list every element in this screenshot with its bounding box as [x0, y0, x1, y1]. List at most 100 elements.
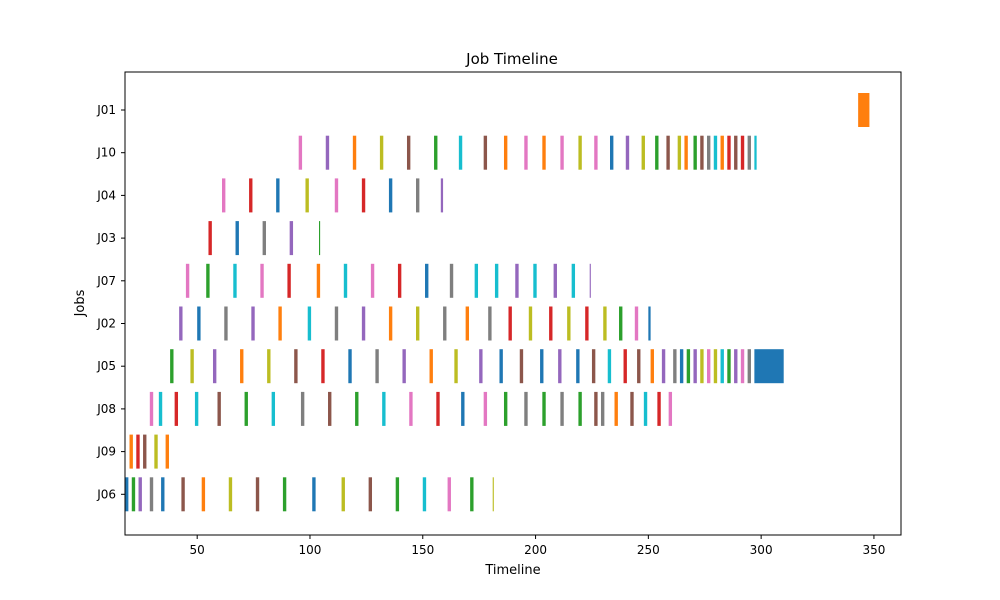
task-bar-j05	[321, 349, 325, 384]
task-bar-j05	[479, 349, 483, 384]
task-bar-j10	[666, 135, 670, 170]
task-bar-j02	[334, 306, 339, 341]
task-bar-j10	[754, 135, 757, 170]
task-bar-j08	[643, 391, 648, 426]
task-bar-j06	[368, 477, 373, 512]
task-bar-j09	[143, 434, 147, 469]
task-bar-j05	[212, 349, 217, 384]
task-bar-j07	[233, 263, 237, 298]
task-bar-j02	[465, 306, 470, 341]
task-bar-j04	[334, 178, 339, 213]
task-bar-j10	[677, 135, 682, 170]
task-bar-j06	[131, 477, 136, 512]
task-bar-j05	[294, 349, 298, 384]
task-bar-j05	[402, 349, 406, 384]
task-bar-j02	[648, 306, 651, 341]
task-bar-j06	[282, 477, 287, 512]
task-bar-j10	[325, 135, 330, 170]
task-bar-j07	[287, 263, 291, 298]
task-bar-j03	[262, 221, 266, 256]
task-bar-j02	[488, 306, 492, 341]
task-bar-j05	[519, 349, 524, 384]
task-bar-j08	[158, 391, 163, 426]
task-bar-j04	[361, 178, 366, 213]
task-bar-j04	[416, 178, 420, 213]
task-bar-j09	[154, 434, 158, 469]
task-bar-j02	[634, 306, 639, 341]
task-bar-j08	[355, 391, 359, 426]
task-bar-j07	[515, 263, 519, 298]
task-bar-j05	[375, 349, 379, 384]
task-bar-j05	[540, 349, 544, 384]
task-bar-j07	[343, 263, 348, 298]
task-bar-j04	[249, 178, 253, 213]
task-bar-j10	[655, 135, 659, 170]
task-bar-j07	[185, 263, 190, 298]
task-bar-j07	[206, 263, 210, 298]
task-bar-j10	[578, 135, 582, 170]
task-bar-j10	[560, 135, 564, 170]
y-tick-label-j07: J07	[96, 274, 116, 288]
task-bar-j02	[361, 306, 366, 341]
task-bar-j06	[149, 477, 154, 512]
task-bar-j10	[727, 135, 731, 170]
task-bar-j07	[474, 263, 479, 298]
task-bar-j10	[740, 135, 745, 170]
task-bar-j08	[503, 391, 508, 426]
task-bar-j10	[625, 135, 630, 170]
task-bar-j08	[300, 391, 305, 426]
task-bar-j02	[567, 306, 571, 341]
task-bar-j06	[125, 477, 129, 512]
task-bar-j08	[524, 391, 528, 426]
task-bar-j08	[271, 391, 276, 426]
x-tick-label: 250	[637, 543, 660, 557]
task-bar-j01	[858, 93, 870, 127]
task-bar-j02	[443, 306, 447, 341]
task-bar-j09	[129, 434, 133, 469]
task-bar-j10	[707, 135, 711, 170]
task-bar-j10	[298, 135, 303, 170]
y-tick-label-j01: J01	[96, 103, 116, 117]
task-bar-j02	[549, 306, 553, 341]
task-bar-j08	[244, 391, 248, 426]
task-bar-j06	[161, 477, 165, 512]
task-bar-j02	[388, 306, 393, 341]
task-bar-j06	[395, 477, 400, 512]
task-bar-j05	[170, 349, 174, 384]
task-bar-j09	[165, 434, 169, 469]
task-bar-j07	[589, 263, 591, 298]
task-bar-j10	[352, 135, 357, 170]
task-bar-j06	[341, 477, 345, 512]
task-bar-j08	[409, 391, 413, 426]
task-bar-j07	[494, 263, 499, 298]
task-bar-j02	[619, 306, 623, 341]
task-bar-j05	[707, 349, 711, 384]
task-bar-j07	[397, 263, 402, 298]
task-bar-j04	[276, 178, 280, 213]
x-tick-label: 150	[411, 543, 434, 557]
task-bar-j05	[348, 349, 352, 384]
task-bar-j05	[637, 349, 641, 384]
bars-layer	[125, 93, 870, 512]
task-bar-j05	[576, 349, 580, 384]
task-bar-j09	[136, 434, 140, 469]
y-tick-label-j08: J08	[96, 402, 116, 416]
task-bar-j08	[194, 391, 199, 426]
task-bar-j08	[174, 391, 179, 426]
task-bar-j03	[208, 221, 212, 256]
task-bar-j05	[661, 349, 666, 384]
y-axis: J01 J10 J04 J03 J07 J02 J05 J08 J09 J06	[96, 103, 125, 501]
task-bar-j10	[713, 135, 718, 170]
task-bar-j05	[700, 349, 704, 384]
task-bar-j02	[251, 306, 255, 341]
task-bar-j10	[610, 135, 614, 170]
task-bar-j05	[747, 349, 751, 384]
task-bar-j05	[727, 349, 731, 384]
task-bar-j07	[260, 263, 264, 298]
task-bar-j03	[289, 221, 294, 256]
task-bar-j08	[594, 391, 598, 426]
task-bar-j05	[607, 349, 612, 384]
task-bar-j10	[693, 135, 697, 170]
task-bar-j02	[528, 306, 533, 341]
